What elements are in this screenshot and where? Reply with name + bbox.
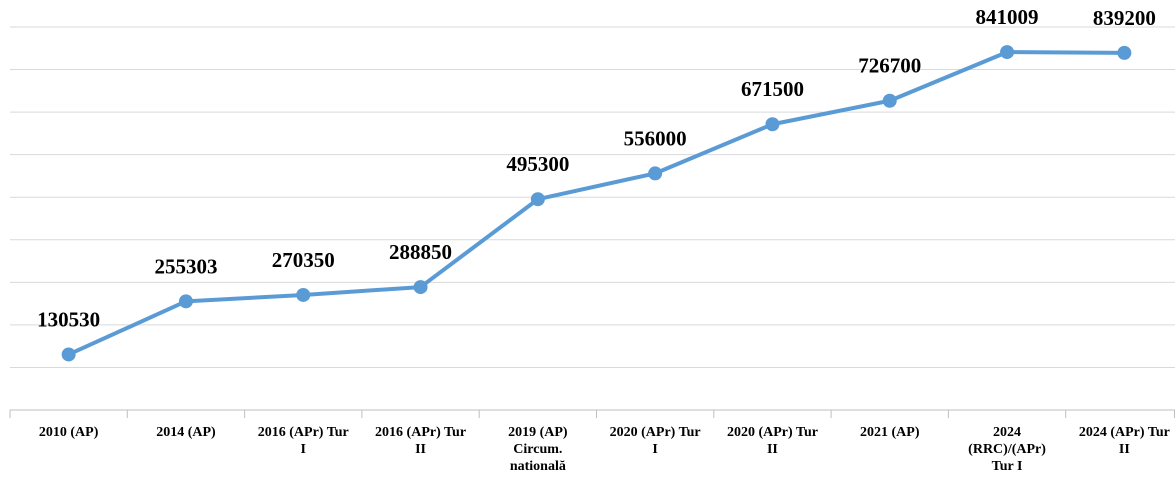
- data-label: 495300: [506, 152, 569, 176]
- data-label: 130530: [37, 307, 100, 331]
- x-tick-label: 2024 (RRC)/(APr) Tur I: [968, 425, 1046, 474]
- x-tick-label: 2016 (APr) Tur I: [257, 425, 349, 457]
- point: [413, 280, 428, 295]
- data-label: 270350: [272, 248, 335, 272]
- x-tick-label: 2020 (APr) Tur I: [609, 425, 701, 457]
- x-tick-label: 2020 (APr) Tur II: [726, 425, 818, 457]
- point: [765, 117, 780, 132]
- data-label: 556000: [624, 126, 687, 150]
- x-tick-label: 2010 (AP): [38, 425, 99, 440]
- x-tick-label: 2019 (AP) Circum. natională: [508, 425, 568, 474]
- x-tick-label: 2014 (AP): [156, 425, 216, 440]
- point: [178, 294, 193, 309]
- data-label: 671500: [741, 77, 804, 101]
- point: [61, 347, 76, 362]
- x-tick-label: 2024 (APr) Tur II: [1078, 425, 1170, 457]
- point: [882, 93, 897, 108]
- x-tick-label: 2016 (APr) Tur II: [375, 425, 467, 457]
- point: [1117, 45, 1132, 60]
- data-label: 726700: [858, 54, 921, 78]
- series-line: [67, 50, 1125, 357]
- data-label: 288850: [389, 240, 452, 264]
- data-label: 841009: [976, 5, 1039, 29]
- point: [648, 166, 663, 181]
- data-label: 255303: [154, 254, 217, 278]
- point: [530, 192, 545, 207]
- x-tick-label: 2021 (AP): [860, 425, 920, 440]
- point: [296, 287, 311, 302]
- data-label: 839200: [1093, 6, 1156, 30]
- point: [1000, 45, 1015, 60]
